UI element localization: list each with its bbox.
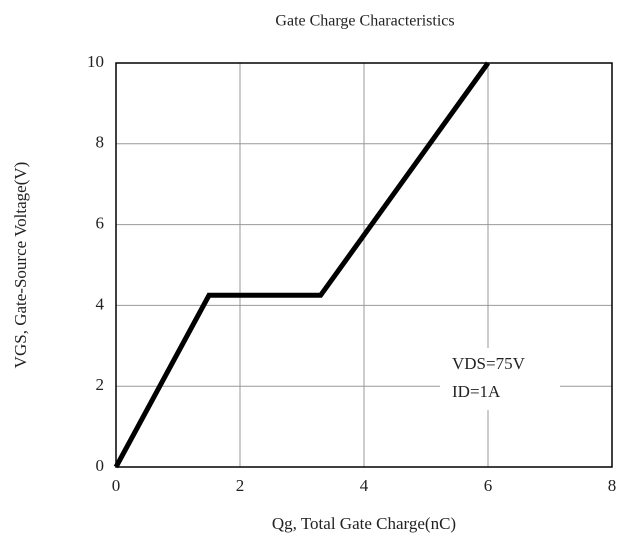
chart-title: Gate Charge Characteristics — [275, 13, 454, 30]
data-line — [113, 61, 491, 469]
x-tick-label: 8 — [608, 476, 617, 495]
y-tick-label: 0 — [96, 456, 105, 475]
y-axis-label: VGS, Gate-Source Voltage(V) — [11, 162, 30, 369]
y-tick-label: 4 — [96, 294, 105, 313]
x-tick-label: 0 — [112, 476, 121, 495]
x-tick-label: 4 — [360, 476, 369, 495]
x-tick-label: 2 — [236, 476, 245, 495]
annotation-box — [440, 348, 560, 410]
x-axis-label: Qg, Total Gate Charge(nC) — [272, 514, 456, 533]
plot-border — [115, 62, 613, 468]
y-tick-label: 8 — [96, 133, 105, 152]
x-tick-label: 6 — [484, 476, 493, 495]
y-tick-label: 2 — [96, 375, 105, 394]
y-tick-label: 6 — [96, 214, 105, 233]
annotation: VDS=75V — [452, 354, 526, 373]
annotation: ID=1A — [452, 382, 501, 401]
y-tick-label: 10 — [87, 52, 104, 71]
